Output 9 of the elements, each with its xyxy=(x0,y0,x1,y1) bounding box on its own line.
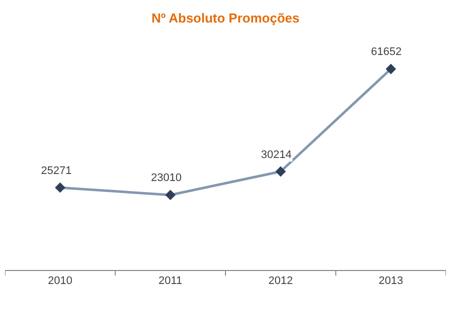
x-tick-label: 2011 xyxy=(158,275,182,288)
data-label: 30214 xyxy=(261,149,292,161)
x-tick-label: 2010 xyxy=(48,275,72,288)
x-tick-label: 2013 xyxy=(378,275,404,288)
x-tick-label: 2012 xyxy=(268,275,293,288)
data-label: 25271 xyxy=(41,165,72,177)
chart-title: Nº Absoluto Promoções xyxy=(151,10,300,26)
data-label: 23010 xyxy=(151,172,182,184)
data-label: 61652 xyxy=(371,46,402,58)
